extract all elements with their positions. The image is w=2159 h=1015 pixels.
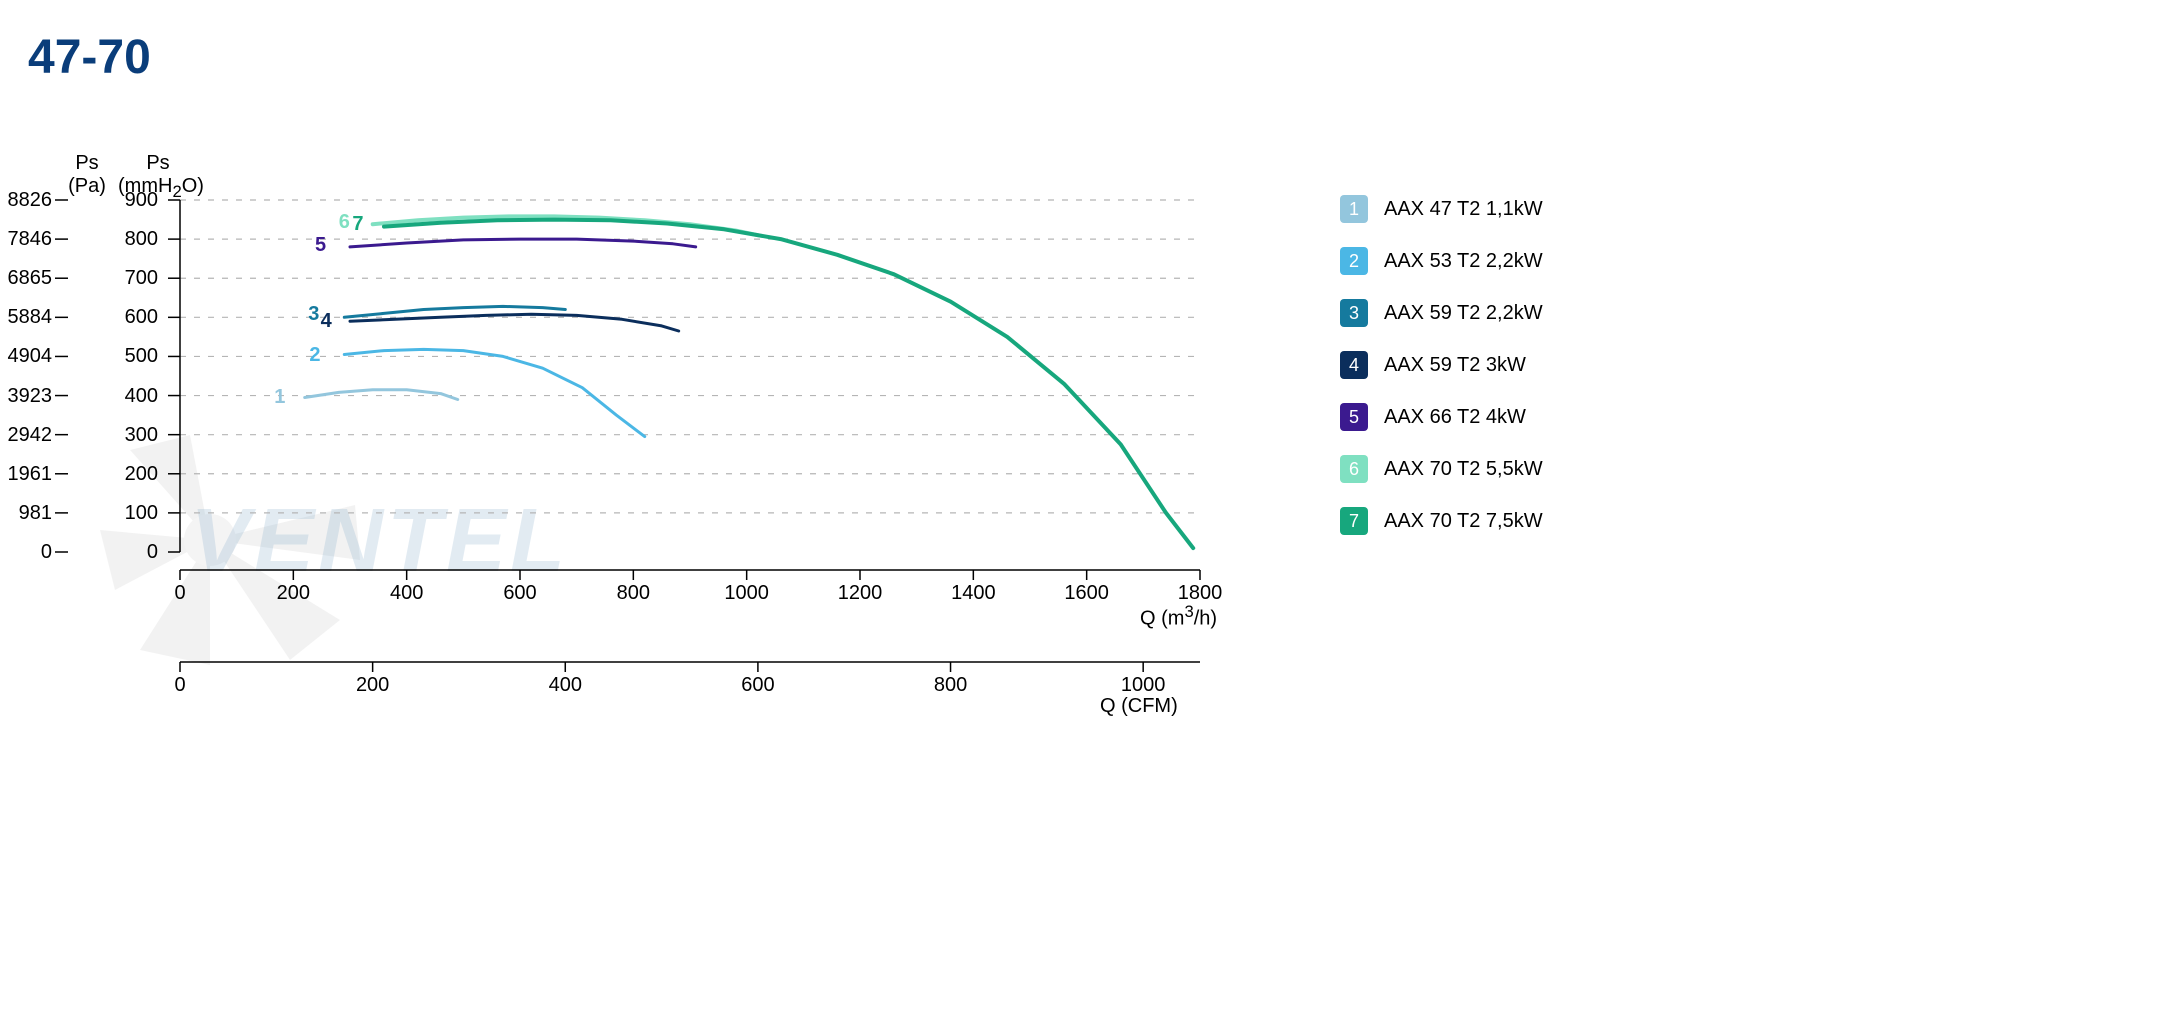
curve-number-6: 6 bbox=[339, 211, 350, 234]
legend-item-7: 7 AAX 70 T2 7,5kW bbox=[1340, 507, 1543, 535]
x2-tick-label: 600 bbox=[728, 674, 788, 697]
y-tick-label-pa: 981 bbox=[0, 502, 52, 525]
curve-number-2: 2 bbox=[309, 344, 320, 367]
y-tick-label-mmh2o: 200 bbox=[110, 463, 158, 486]
y-tick-label-mmh2o: 300 bbox=[110, 424, 158, 447]
legend-item-6: 6 AAX 70 T2 5,5kW bbox=[1340, 455, 1543, 483]
legend-label: AAX 59 T2 2,2kW bbox=[1384, 302, 1543, 325]
y-tick-label-mmh2o: 100 bbox=[110, 502, 158, 525]
x-tick-label: 1400 bbox=[943, 582, 1003, 605]
legend-swatch: 5 bbox=[1340, 403, 1368, 431]
legend-item-1: 1 AAX 47 T2 1,1kW bbox=[1340, 195, 1543, 223]
legend-label: AAX 47 T2 1,1kW bbox=[1384, 198, 1543, 221]
y-tick-label-pa: 1961 bbox=[0, 463, 52, 486]
y-tick-label-pa: 4904 bbox=[0, 345, 52, 368]
curve-number-1: 1 bbox=[274, 386, 285, 409]
curve-number-3: 3 bbox=[308, 303, 319, 326]
y-tick-label-pa: 8826 bbox=[0, 189, 52, 212]
curve-number-5: 5 bbox=[315, 234, 326, 257]
x-tick-label: 1000 bbox=[717, 582, 777, 605]
y-tick-label-pa: 5884 bbox=[0, 306, 52, 329]
y-tick-label-mmh2o: 800 bbox=[110, 228, 158, 251]
performance-chart bbox=[0, 0, 1260, 760]
y-tick-label-mmh2o: 0 bbox=[110, 541, 158, 564]
x-tick-label: 0 bbox=[150, 582, 210, 605]
legend-swatch: 2 bbox=[1340, 247, 1368, 275]
legend-item-4: 4 AAX 59 T2 3kW bbox=[1340, 351, 1543, 379]
x-tick-label: 1800 bbox=[1170, 582, 1230, 605]
x2-tick-label: 400 bbox=[535, 674, 595, 697]
legend-swatch: 1 bbox=[1340, 195, 1368, 223]
y-tick-label-pa: 3923 bbox=[0, 385, 52, 408]
x-tick-label: 800 bbox=[603, 582, 663, 605]
x-tick-label: 400 bbox=[377, 582, 437, 605]
curve-1 bbox=[305, 390, 458, 400]
y-tick-label-mmh2o: 600 bbox=[110, 306, 158, 329]
x2-tick-label: 800 bbox=[921, 674, 981, 697]
legend-item-2: 2 AAX 53 T2 2,2kW bbox=[1340, 247, 1543, 275]
legend-swatch: 6 bbox=[1340, 455, 1368, 483]
curve-7 bbox=[384, 220, 1193, 548]
y-tick-label-pa: 6865 bbox=[0, 267, 52, 290]
y-tick-label-pa: 2942 bbox=[0, 424, 52, 447]
y-tick-label-mmh2o: 400 bbox=[110, 385, 158, 408]
x-tick-label: 200 bbox=[263, 582, 323, 605]
x-axis-cfm-title: Q (CFM) bbox=[1100, 695, 1178, 718]
y-tick-label-pa: 0 bbox=[0, 541, 52, 564]
legend-item-3: 3 AAX 59 T2 2,2kW bbox=[1340, 299, 1543, 327]
legend-swatch: 7 bbox=[1340, 507, 1368, 535]
y-tick-label-mmh2o: 500 bbox=[110, 345, 158, 368]
curve-number-7: 7 bbox=[352, 213, 363, 236]
curve-4 bbox=[350, 314, 679, 331]
legend-label: AAX 70 T2 7,5kW bbox=[1384, 510, 1543, 533]
legend-label: AAX 70 T2 5,5kW bbox=[1384, 458, 1543, 481]
curve-number-4: 4 bbox=[321, 310, 332, 333]
legend-swatch: 3 bbox=[1340, 299, 1368, 327]
x2-tick-label: 200 bbox=[343, 674, 403, 697]
legend-label: AAX 66 T2 4kW bbox=[1384, 406, 1526, 429]
x-axis-m3h-title: Q (m3/h) bbox=[1140, 602, 1217, 631]
curve-5 bbox=[350, 239, 696, 247]
x-tick-label: 600 bbox=[490, 582, 550, 605]
x2-tick-label: 0 bbox=[150, 674, 210, 697]
x2-tick-label: 1000 bbox=[1113, 674, 1173, 697]
chart-legend: 1 AAX 47 T2 1,1kW 2 AAX 53 T2 2,2kW 3 AAX 59 … bbox=[1340, 195, 1543, 559]
y-tick-label-mmh2o: 700 bbox=[110, 267, 158, 290]
y-tick-label-mmh2o: 900 bbox=[110, 189, 158, 212]
legend-item-5: 5 AAX 66 T2 4kW bbox=[1340, 403, 1543, 431]
legend-label: AAX 59 T2 3kW bbox=[1384, 354, 1526, 377]
legend-label: AAX 53 T2 2,2kW bbox=[1384, 250, 1543, 273]
x-tick-label: 1600 bbox=[1057, 582, 1117, 605]
y-tick-label-pa: 7846 bbox=[0, 228, 52, 251]
x-tick-label: 1200 bbox=[830, 582, 890, 605]
legend-swatch: 4 bbox=[1340, 351, 1368, 379]
curve-2 bbox=[344, 349, 644, 436]
